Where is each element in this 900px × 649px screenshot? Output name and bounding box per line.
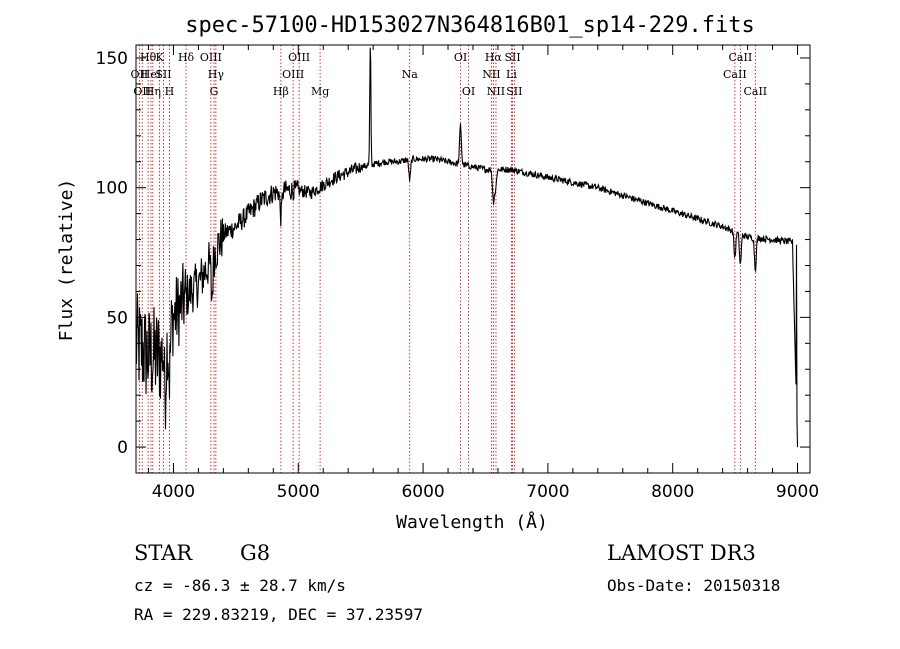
line-marker-label: SII [504,51,520,64]
line-marker-label: CaII [729,51,753,64]
line-marker-label: OIII [288,51,310,64]
x-tick-label: 4000 [152,482,195,502]
line-marker-label: Li [506,68,517,81]
line-marker-label: Hα [485,51,503,64]
spectrum-series-line [135,47,799,448]
line-marker-labels: OII OII Hθ HeI Hη K SII H Hδ OIII G Hγ Hβ OIII OIII Mg N… [131,51,768,98]
line-marker-label: Hθ [140,51,157,64]
line-marker-label: OII [131,68,149,81]
x-axis-label: Wavelength (Å) [396,511,548,533]
y-tick-label: 50 [106,308,128,328]
object-subclass: G8 [240,541,270,565]
line-marker-label: OI [454,51,467,64]
coordinates-readout: RA = 229.83219, DEC = 37.23597 [134,605,423,624]
survey-name: LAMOST DR3 [607,541,756,565]
object-class: STAR [134,541,193,565]
line-marker-label: NII [487,85,505,98]
x-tick-label: 9000 [776,482,819,502]
line-marker-label: CaII [723,68,747,81]
x-tick-label: 8000 [651,482,694,502]
x-tick-label: 5000 [277,482,320,502]
line-markers [138,45,756,473]
line-marker-label: Hη [145,85,161,98]
y-tick-label: 100 [96,179,128,199]
line-marker-label: SII [506,85,522,98]
line-marker-label: Na [402,68,419,81]
line-marker-label: Mg [311,85,329,98]
line-marker-label: SII [155,68,171,81]
line-marker-label: CaII [743,85,767,98]
line-marker-label: OI [462,85,475,98]
line-marker-label: H [165,85,175,98]
line-marker-label: OIII [200,51,222,64]
axis-tick-labels: 4000 5000 6000 7000 8000 9000 0 50 100 150 [96,49,820,502]
y-axis-label: Flux (relative) [56,179,77,342]
x-tick-label: 6000 [401,482,444,502]
y-tick-label: 0 [117,438,128,458]
line-marker-label: OIII [282,68,304,81]
line-marker-label: HeI [141,68,161,81]
line-marker-label: Hγ [208,68,225,81]
redshift-readout: cz = -86.3 ± 28.7 km/s [134,576,346,595]
axis-ticks [136,45,810,473]
line-marker-label: Hβ [273,85,289,98]
line-marker-label: OII [133,85,151,98]
line-marker-label: Hδ [178,51,195,64]
x-tick-label: 7000 [526,482,569,502]
line-marker-label: K [155,51,164,64]
y-tick-label: 150 [96,49,128,69]
observation-date: Obs-Date: 20150318 [607,576,780,595]
line-marker-label: G [210,85,219,98]
chart-title: spec-57100-HD153027N364816B01_sp14-229.f… [185,13,755,38]
line-marker-label: NII [482,68,500,81]
plot-frame [135,44,811,474]
